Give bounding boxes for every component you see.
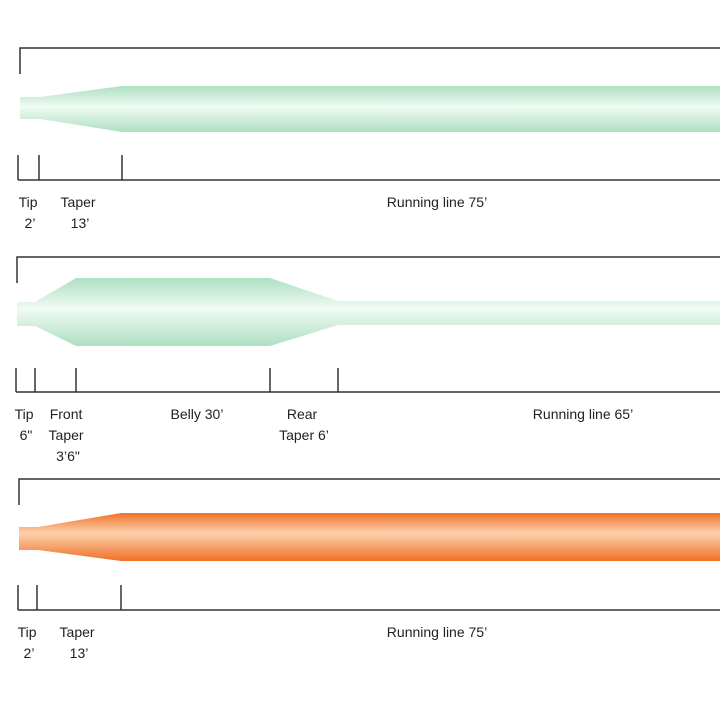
line-3-taper-label: Taper 13’ [60,624,99,661]
line-2-front-taper-label: Front Taper 3’6" [49,406,88,464]
line-1-profile [20,86,720,132]
line-2-running-line-label: Running line 65’ [533,406,633,422]
line-3-running-line-label: Running line 75’ [387,624,487,640]
line-2-belly-label: Belly 30’ [171,406,224,422]
line-1-tip-label: Tip 2’ [19,194,42,231]
line-2-frame-top [16,256,720,283]
line-3-group: Tip 2’ Taper 13’ Running line 75’ [17,478,720,661]
line-2-group: Tip 6" Front Taper 3’6" Belly 30’ Rear T… [15,256,720,464]
line-3-tip-label: Tip 2’ [18,624,41,661]
line-3-frame-top [18,478,720,505]
line-1-scale [17,155,720,181]
line-2-rear-taper-label: Rear Taper 6’ [279,406,329,443]
line-1-taper-label: Taper 13’ [61,194,100,231]
line-2-tip-label: Tip 6" [15,406,38,443]
line-1-group: Tip 2’ Taper 13’ Running line 75’ [17,47,720,231]
line-2-scale [15,368,720,393]
line-3-profile [19,513,720,561]
line-1-running-line-label: Running line 75’ [387,194,487,210]
line-2-profile [17,278,720,346]
line-3-scale [17,585,720,611]
line-1-frame-top [19,47,720,74]
